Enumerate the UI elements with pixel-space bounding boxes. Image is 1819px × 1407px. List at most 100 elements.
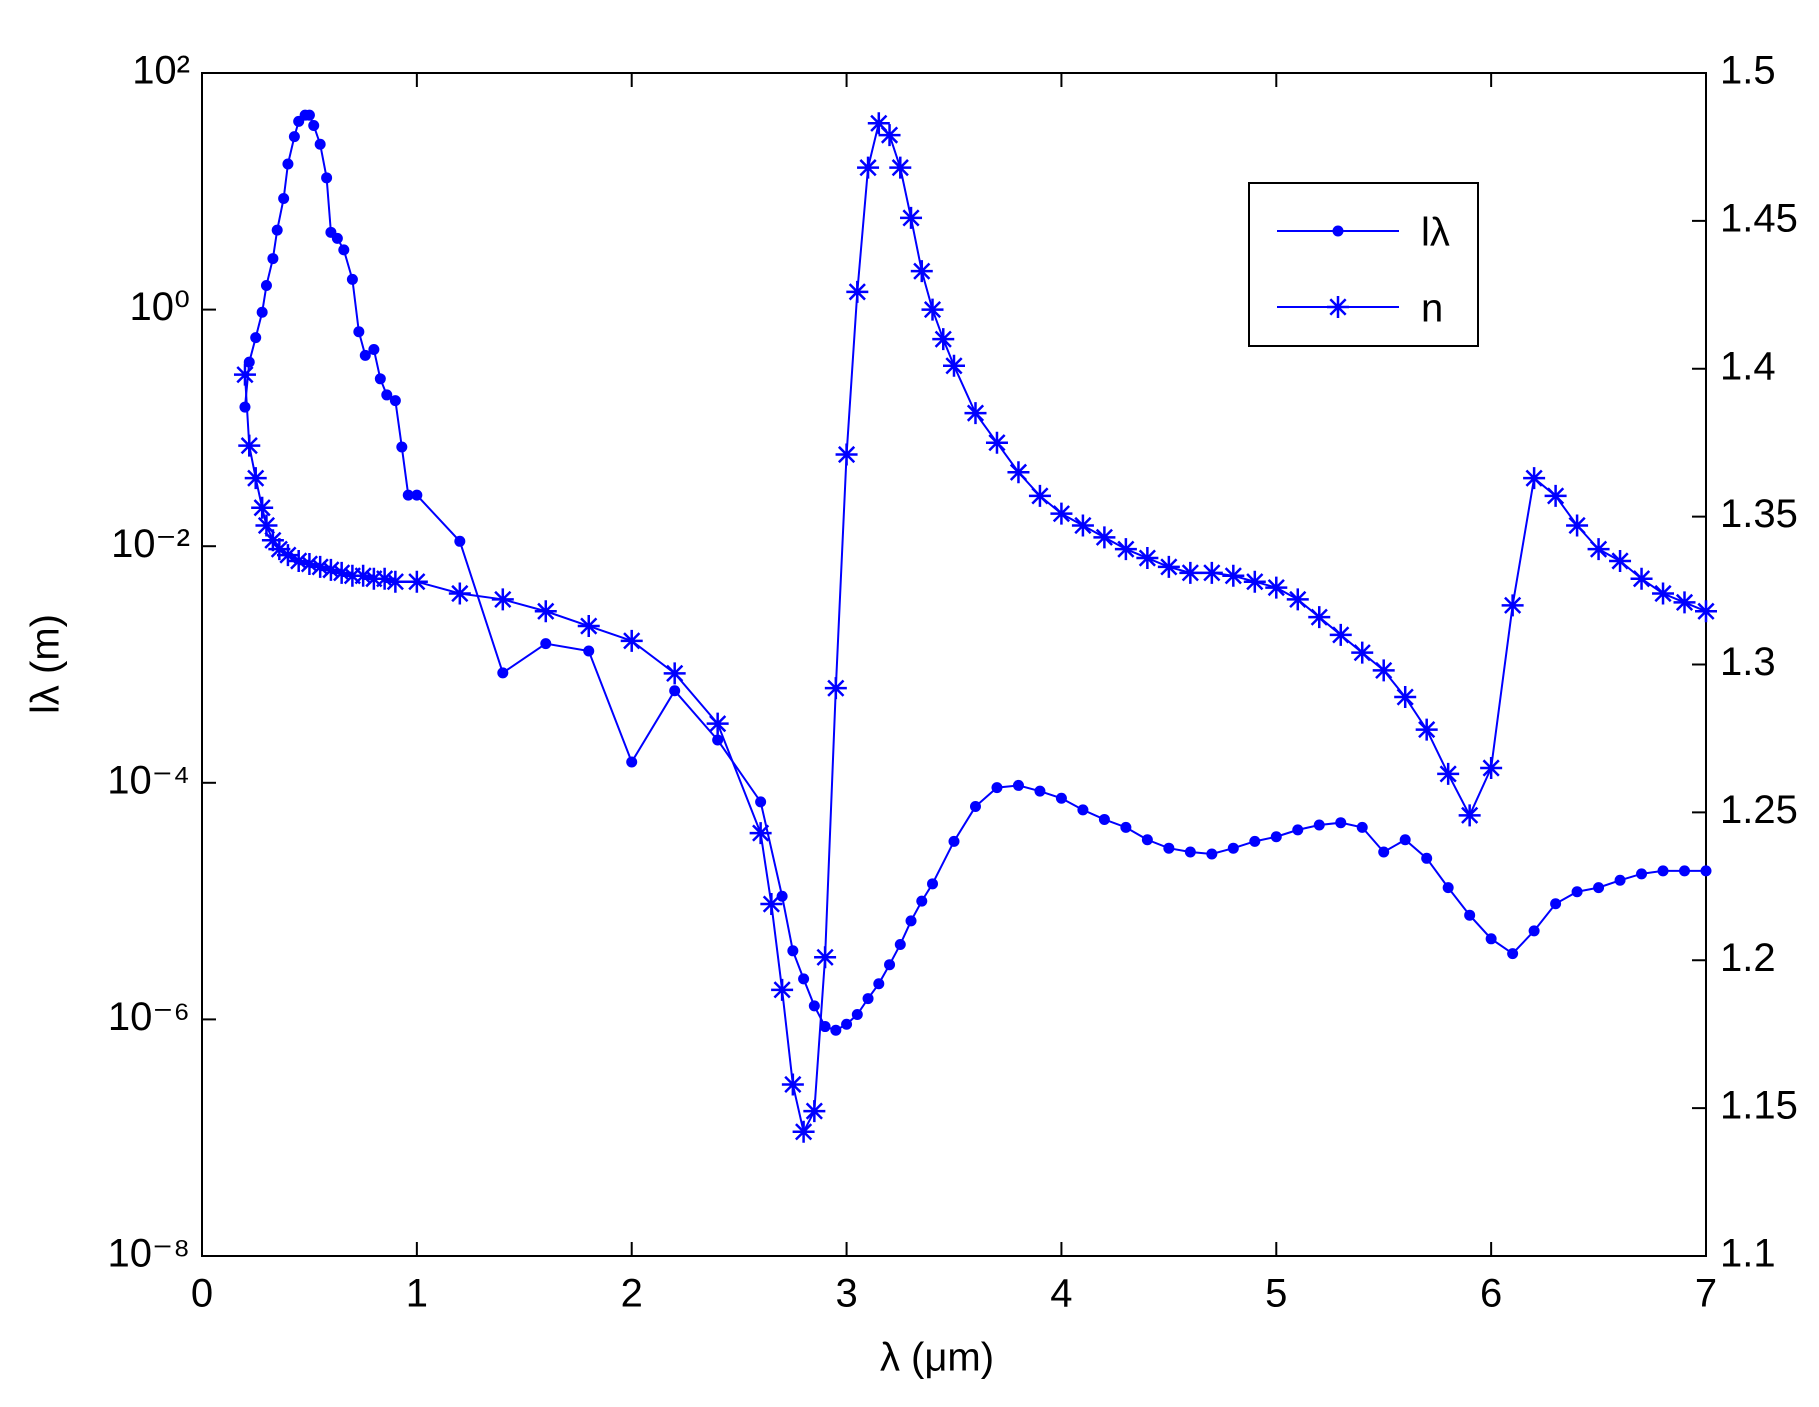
- dot-marker: [991, 782, 1003, 794]
- dot-marker: [346, 273, 358, 285]
- dot-marker: [1141, 834, 1153, 846]
- dot-marker: [308, 119, 320, 131]
- y2-tick-label: 1.3: [1720, 640, 1776, 684]
- star-marker: [534, 600, 557, 623]
- star-marker: [760, 893, 783, 916]
- dot-marker: [1399, 834, 1411, 846]
- star-marker: [577, 615, 600, 638]
- x-tick-label: 1: [406, 1272, 428, 1316]
- star-marker: [268, 538, 291, 561]
- series-line: [243, 114, 1706, 1032]
- star-marker: [1265, 576, 1288, 599]
- y-tick-label: 10⁻²: [111, 522, 190, 566]
- dot-marker: [368, 343, 380, 355]
- star-marker: [319, 558, 342, 581]
- dot-marker: [288, 131, 300, 143]
- star-marker: [867, 112, 890, 135]
- dot-marker: [819, 1021, 831, 1033]
- star-marker: [857, 156, 880, 179]
- dot-marker: [851, 1009, 863, 1021]
- y-tick-label: 10²: [132, 49, 190, 93]
- star-marker: [749, 822, 772, 845]
- dot-marker: [1332, 225, 1344, 237]
- star-marker: [1652, 582, 1675, 605]
- dot-marker: [359, 349, 371, 361]
- dot-marker: [1206, 848, 1218, 860]
- dot-marker: [894, 938, 906, 950]
- star-marker: [792, 1120, 815, 1143]
- star-marker: [1394, 686, 1417, 709]
- star-marker: [706, 712, 729, 735]
- dot-marker: [314, 138, 326, 150]
- star-marker: [1695, 600, 1717, 623]
- dot-marker: [1657, 865, 1669, 877]
- dot-marker: [321, 172, 333, 184]
- dot-marker: [1700, 865, 1712, 877]
- star-marker: [803, 1100, 826, 1123]
- star-marker: [233, 363, 256, 386]
- star-marker: [1286, 588, 1309, 611]
- star-marker: [1630, 567, 1653, 590]
- dot-marker: [374, 373, 386, 385]
- star-marker: [1437, 762, 1460, 785]
- dot-marker: [243, 356, 255, 368]
- dot-marker: [353, 326, 365, 338]
- star-marker: [405, 570, 428, 593]
- dot-marker: [1442, 882, 1454, 894]
- x-axis-label: λ (μm): [880, 1336, 994, 1380]
- dot-marker: [916, 895, 928, 907]
- star-marker: [1673, 591, 1696, 614]
- star-marker: [373, 567, 396, 590]
- dot-marker: [256, 306, 268, 318]
- y2-tick-label: 1.25: [1720, 788, 1798, 832]
- x-tick-label: 0: [191, 1272, 213, 1316]
- dot-marker: [583, 645, 595, 657]
- dot-marker: [669, 685, 681, 697]
- star-marker: [1609, 549, 1632, 572]
- x-tick-label: 4: [1050, 1272, 1072, 1316]
- star-marker: [1327, 296, 1349, 318]
- star-marker: [921, 298, 944, 321]
- dot-marker: [712, 734, 724, 746]
- dot-marker: [540, 638, 552, 650]
- star-marker: [1351, 641, 1374, 664]
- star-marker: [1544, 484, 1567, 507]
- dot-marker: [841, 1018, 853, 1030]
- star-marker: [932, 328, 955, 351]
- star-marker: [287, 549, 310, 572]
- dot-marker: [808, 1000, 820, 1012]
- dot-marker: [927, 878, 939, 890]
- x-tick-label: 7: [1695, 1272, 1717, 1316]
- star-marker: [964, 402, 987, 425]
- y2-tick-label: 1.35: [1720, 492, 1798, 536]
- y2-tick-label: 1.1: [1720, 1232, 1776, 1276]
- y-tick-label: 10⁻⁴: [107, 758, 190, 802]
- dot-marker: [1055, 792, 1067, 804]
- dot-marker: [1098, 813, 1110, 825]
- star-marker: [491, 588, 514, 611]
- dot-marker: [1636, 868, 1648, 880]
- y2-tick-label: 1.5: [1720, 49, 1776, 93]
- x-tick-label: 3: [835, 1272, 857, 1316]
- x-tick-label: 6: [1480, 1272, 1502, 1316]
- dot-marker: [260, 279, 272, 291]
- star-marker: [620, 629, 643, 652]
- dot-marker: [1593, 882, 1605, 894]
- star-marker: [846, 280, 869, 303]
- dot-marker: [905, 915, 917, 927]
- star-marker: [1587, 538, 1610, 561]
- dot-marker: [1464, 909, 1476, 921]
- dot-marker: [1012, 779, 1024, 791]
- dot-marker: [1335, 817, 1347, 829]
- dot-marker: [830, 1024, 842, 1036]
- dot-marker: [1313, 819, 1325, 831]
- dot-marker: [1120, 821, 1132, 833]
- dot-marker: [862, 993, 874, 1005]
- star-marker: [1200, 561, 1223, 584]
- dot-marker: [787, 945, 799, 957]
- dot-marker: [1507, 948, 1519, 960]
- star-marker: [835, 443, 858, 466]
- y2-tick-label: 1.15: [1720, 1084, 1798, 1128]
- dot-marker: [250, 332, 262, 344]
- y-tick-label: 10⁰: [129, 285, 190, 329]
